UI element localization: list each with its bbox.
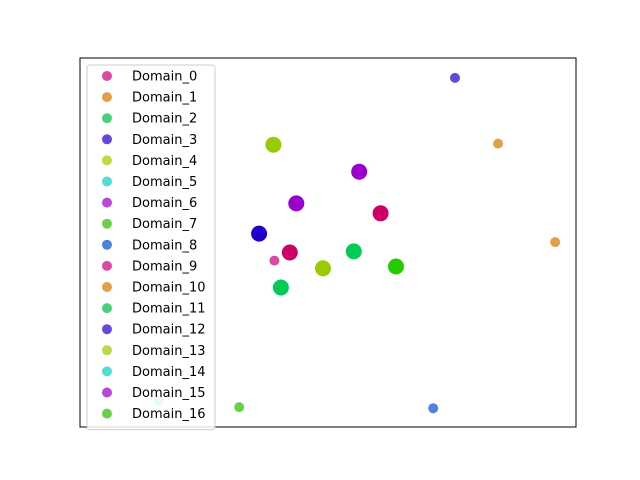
legend-marker-10 bbox=[102, 282, 112, 292]
cluster-point-1 bbox=[351, 163, 368, 180]
points-layer bbox=[153, 72, 561, 414]
legend-label-0: Domain_0 bbox=[132, 70, 197, 85]
legend-marker-3 bbox=[102, 134, 112, 145]
plot-frame bbox=[79, 57, 577, 428]
legend-label-1: Domain_1 bbox=[132, 91, 197, 106]
legend-marker-14 bbox=[102, 366, 112, 377]
cluster-point-3 bbox=[372, 205, 389, 222]
legend-label-4: Domain_4 bbox=[132, 154, 197, 169]
legend-label-3: Domain_3 bbox=[132, 133, 197, 148]
cluster-point-6 bbox=[345, 243, 362, 260]
cluster-point-8 bbox=[388, 258, 404, 275]
legend-marker-1 bbox=[102, 92, 112, 103]
legend-label-6: Domain_6 bbox=[132, 196, 197, 211]
cluster-point-4 bbox=[251, 225, 268, 242]
legend-label-7: Domain_7 bbox=[132, 217, 197, 232]
legend-label-9: Domain_9 bbox=[132, 259, 197, 274]
legend-marker-2 bbox=[102, 113, 112, 124]
cluster-point-0 bbox=[265, 136, 282, 153]
legend-label-5: Domain_5 bbox=[132, 175, 197, 190]
legend-marker-11 bbox=[102, 303, 112, 314]
legend-marker-4 bbox=[102, 155, 112, 166]
legend-marker-16 bbox=[102, 408, 112, 419]
legend-marker-15 bbox=[102, 387, 112, 398]
legend-marker-0 bbox=[102, 71, 112, 81]
point-domain-16-0 bbox=[234, 402, 245, 413]
legend-label-12: Domain_12 bbox=[132, 323, 206, 338]
legend-label-13: Domain_13 bbox=[132, 344, 206, 359]
legend-marker-5 bbox=[102, 176, 112, 187]
legend-label-15: Domain_15 bbox=[132, 386, 206, 401]
legend-label-8: Domain_8 bbox=[132, 238, 197, 253]
legend-label-14: Domain_14 bbox=[132, 365, 206, 380]
legend-label-16: Domain_16 bbox=[132, 407, 206, 422]
legend: Domain_0 Domain_1 Domain_2 Domain_3 Domain_4… bbox=[86, 64, 216, 431]
cluster-point-2 bbox=[288, 195, 305, 212]
legend-marker-12 bbox=[102, 324, 112, 335]
point-domain-3-0 bbox=[450, 72, 460, 83]
legend-label-2: Domain_2 bbox=[132, 112, 197, 127]
legend-marker-8 bbox=[102, 239, 112, 250]
cluster-point-7 bbox=[315, 260, 331, 277]
legend-marker-13 bbox=[102, 345, 112, 356]
point-domain-9-0 bbox=[269, 255, 280, 266]
legend-marker-9 bbox=[102, 260, 112, 271]
cluster-point-5 bbox=[281, 244, 298, 261]
legend-marker-7 bbox=[102, 218, 112, 229]
legend-marker-6 bbox=[102, 197, 112, 208]
cluster-point-9 bbox=[272, 279, 289, 296]
legend-label-11: Domain_11 bbox=[132, 302, 206, 317]
legend-label-10: Domain_10 bbox=[132, 281, 206, 296]
legend-box bbox=[86, 64, 216, 431]
point-domain-1-0 bbox=[493, 138, 504, 149]
point-domain-8-0 bbox=[428, 403, 439, 414]
point-domain-10-0 bbox=[550, 237, 561, 248]
